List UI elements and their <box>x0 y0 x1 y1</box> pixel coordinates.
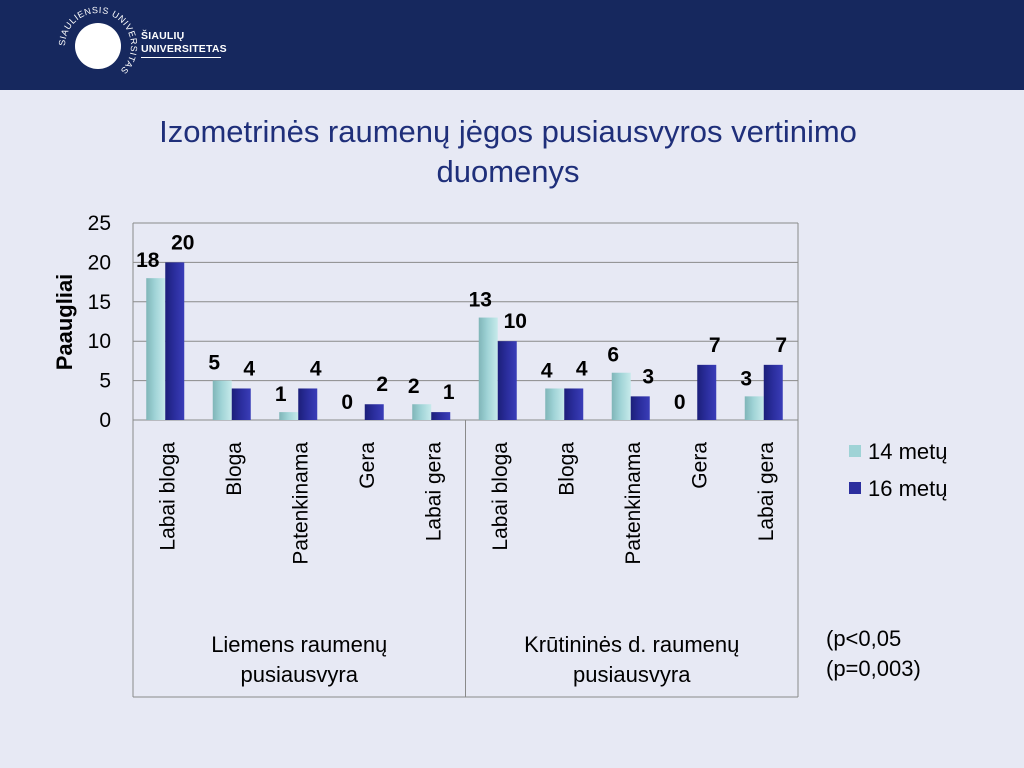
data-label-16: 10 <box>504 310 527 333</box>
header-bar: SIAULIENSIS UNIVERSITAS ŠIAULIŲ UNIVERSI… <box>0 0 1024 90</box>
category-label: Patenkinama <box>622 442 645 565</box>
legend-label-16: 16 metų <box>868 476 948 501</box>
legend-swatch-14 <box>849 445 861 457</box>
data-label-16: 4 <box>243 357 255 380</box>
university-logo-icon: SIAULIENSIS UNIVERSITAS <box>58 6 138 76</box>
group-label: Liemens raumenų <box>211 632 387 657</box>
bar-16 <box>431 412 451 420</box>
data-label-14: 13 <box>469 289 492 312</box>
category-label: Gera <box>688 442 711 489</box>
data-label-14: 0 <box>674 391 686 414</box>
title-line-2: duomenys <box>436 154 580 189</box>
y-tick-label: 20 <box>88 251 111 274</box>
bar-14 <box>478 317 498 420</box>
bar-14 <box>611 372 631 420</box>
y-tick-label: 25 <box>88 212 111 235</box>
category-label: Labai bloga <box>156 442 179 551</box>
category-label: Patenkinama <box>289 442 312 565</box>
data-label-16: 4 <box>310 357 322 380</box>
data-label-16: 20 <box>171 231 194 254</box>
y-axis-title: Paaugliai <box>52 274 77 371</box>
group-label: pusiausvyra <box>573 662 691 687</box>
legend-label-14: 14 metų <box>868 439 948 464</box>
group-label: pusiausvyra <box>241 662 359 687</box>
data-label-16: 4 <box>576 357 588 380</box>
group-label: Krūtininės d. raumenų <box>524 632 739 657</box>
data-label-14: 18 <box>136 249 160 272</box>
bar-16 <box>630 396 650 420</box>
category-label: Labai gera <box>755 442 778 542</box>
data-label-16: 1 <box>443 381 455 404</box>
data-label-14: 4 <box>541 359 553 382</box>
note-line-2: (p=0,003) <box>826 656 921 681</box>
data-label-14: 2 <box>408 375 420 398</box>
bar-14 <box>279 412 299 420</box>
category-label: Labai bloga <box>489 442 512 551</box>
data-label-16: 2 <box>376 373 388 396</box>
data-label-14: 0 <box>341 391 353 414</box>
bar-16 <box>298 388 318 420</box>
y-tick-label: 0 <box>99 409 111 432</box>
category-label: Bloga <box>223 442 246 496</box>
note-line-1: (p<0,05 <box>826 626 902 651</box>
data-label-16: 3 <box>642 365 654 388</box>
y-tick-label: 15 <box>88 291 111 314</box>
category-label: Gera <box>356 442 379 489</box>
bar-16 <box>231 388 251 420</box>
significance-note: (p<0,05 (p=0,003) <box>826 624 921 684</box>
logo-line-1: ŠIAULIŲ <box>141 30 185 42</box>
data-label-14: 6 <box>607 344 619 367</box>
bar-14 <box>412 404 432 420</box>
y-tick-label: 10 <box>88 330 111 353</box>
university-name: ŠIAULIŲ UNIVERSITETAS <box>141 30 227 58</box>
data-label-14: 5 <box>208 352 220 375</box>
category-label: Labai gera <box>422 442 445 542</box>
y-tick-label: 5 <box>99 370 111 393</box>
logo-underline <box>141 57 221 58</box>
bar-16 <box>364 404 384 420</box>
bar-14 <box>545 388 565 420</box>
bar-14 <box>744 396 764 420</box>
data-label-14: 3 <box>740 367 752 390</box>
bar-16 <box>165 262 185 420</box>
logo-line-2: UNIVERSITETAS <box>141 43 227 55</box>
bar-16 <box>697 364 717 420</box>
legend-swatch-16 <box>849 482 861 494</box>
title-line-1: Izometrinės raumenų jėgos pusiausvyros v… <box>159 114 857 149</box>
bar-16 <box>763 364 783 420</box>
slide-title: Izometrinės raumenų jėgos pusiausvyros v… <box>0 112 1016 192</box>
bar-16 <box>497 341 517 420</box>
data-label-16: 7 <box>775 334 787 357</box>
bar-16 <box>564 388 584 420</box>
data-label-16: 7 <box>709 334 721 357</box>
data-label-14: 1 <box>275 383 287 406</box>
bar-14 <box>146 278 166 420</box>
bar-14 <box>212 380 232 420</box>
category-label: Bloga <box>555 442 578 496</box>
